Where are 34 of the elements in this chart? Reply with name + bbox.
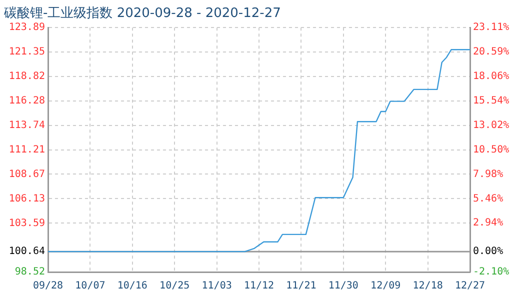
y-tick-label: 111.21 — [8, 144, 45, 156]
y2-tick-label: 10.50% — [473, 144, 510, 156]
y-tick-label: 106.13 — [8, 193, 45, 204]
y-tick-label: 103.59 — [8, 218, 45, 229]
y2-tick-label: 13.02% — [473, 120, 510, 132]
x-tick-label: 09/28 — [32, 280, 64, 292]
x-tick-label: 10/07 — [75, 280, 106, 292]
x-tick-label: 11/03 — [202, 280, 232, 292]
y2-tick-label: 7.98% — [473, 168, 504, 180]
x-tick-label: 12/18 — [412, 280, 443, 292]
y-tick-label: 118.82 — [8, 71, 45, 82]
y-tick-label: 113.74 — [8, 120, 45, 131]
chart-title: 碳酸锂-工业级指数 2020-09-28 - 2020-12-27 — [3, 6, 281, 22]
y-tick-label: 108.67 — [8, 168, 45, 180]
x-tick-label: 11/21 — [286, 280, 316, 292]
y2-tick-label: 18.06% — [473, 71, 510, 82]
y-tick-label: 100.64 — [8, 246, 45, 258]
y2-tick-label: 2.94% — [473, 218, 504, 229]
x-tick-label: 11/12 — [244, 280, 274, 292]
y-tick-label: 121.35 — [8, 46, 45, 58]
x-tick-label: 11/30 — [328, 280, 358, 292]
y-tick-label: 123.89 — [8, 22, 45, 34]
y-tick-label: 98.52 — [14, 266, 45, 278]
x-tick-label: 12/09 — [370, 280, 401, 292]
y2-tick-label: 15.54% — [473, 96, 510, 107]
y2-tick-label: 20.59% — [473, 46, 510, 58]
y2-tick-label: 5.46% — [473, 193, 504, 204]
x-tick-label: 10/16 — [117, 280, 148, 292]
x-tick-label: 12/27 — [454, 280, 486, 292]
y2-tick-label: -2.10% — [473, 266, 510, 278]
y-tick-label: 116.28 — [8, 96, 45, 107]
y2-tick-label: 23.11% — [473, 22, 510, 34]
y2-tick-label: 0.00% — [473, 246, 504, 258]
x-tick-label: 10/25 — [160, 280, 190, 292]
